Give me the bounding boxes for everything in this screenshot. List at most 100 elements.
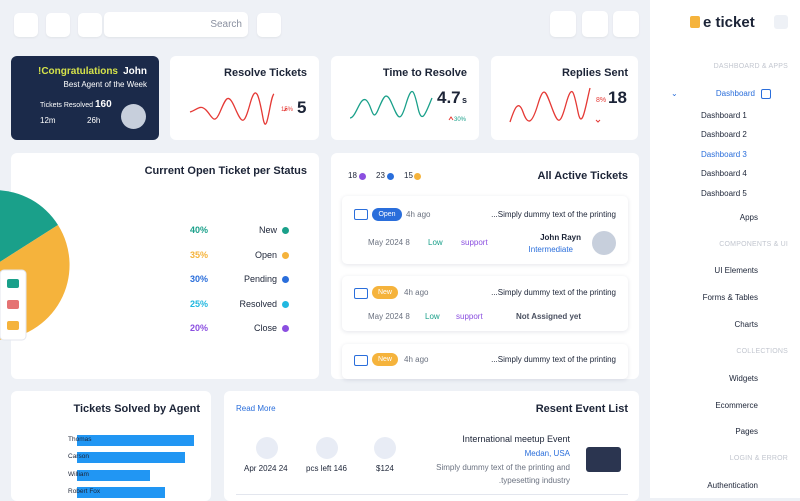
stat-title: Resolve Tickets <box>224 67 307 79</box>
menu-item[interactable]: Charts <box>734 320 758 329</box>
assignee-level: Intermediate <box>528 245 573 254</box>
ticket-date: May 2024 8 <box>368 238 410 247</box>
status-label: Close <box>253 323 277 333</box>
stat-title: Replies Sent <box>561 67 628 79</box>
menu-item[interactable]: Dashboard <box>715 89 755 98</box>
menu-item[interactable]: Widgets <box>729 374 758 383</box>
stat-change: 15% <box>281 107 294 113</box>
assignee: Not Assigned yet <box>515 312 581 321</box>
chat-button[interactable] <box>613 11 639 37</box>
logo-icon <box>690 16 700 28</box>
menu-toggle[interactable] <box>774 15 788 29</box>
ticket-card[interactable] <box>342 196 628 264</box>
status-dot <box>282 300 289 308</box>
agents-panel <box>11 391 211 501</box>
panel-title: All Active Tickets <box>537 170 629 182</box>
bar-label: William <box>68 470 89 478</box>
event-date: Apr 2024 24 <box>244 464 288 473</box>
menu-item[interactable]: Pages <box>735 427 758 436</box>
avatar <box>121 104 146 129</box>
panel-title: Resent Event List <box>535 403 628 415</box>
status-percent: 20% <box>190 323 209 333</box>
status-dot <box>282 227 289 234</box>
submenu-item[interactable]: Dashboard 2 <box>701 130 747 139</box>
box-icon <box>316 437 338 459</box>
read-more[interactable]: Read More <box>236 404 276 413</box>
stat-unit: s <box>462 95 468 105</box>
ticket-card[interactable] <box>342 276 628 331</box>
submenu-item[interactable]: Dashboard 4 <box>701 169 747 178</box>
status-dot <box>282 276 289 283</box>
panel-title: Tickets Solved by Agent <box>73 403 200 415</box>
status-label: Pending <box>243 274 277 284</box>
status-dot <box>282 325 289 332</box>
status-percent: 25% <box>190 298 209 309</box>
count: 18 <box>348 171 357 180</box>
count-dot <box>414 173 421 180</box>
event-image <box>586 447 621 472</box>
sidebar <box>650 0 800 498</box>
resolved-label: Tickets Resolved <box>40 102 94 109</box>
bar <box>77 469 150 481</box>
event-desc: Simply dummy text of the printing and <box>436 463 570 472</box>
status-badge: New <box>372 353 398 366</box>
event-pcs: pcs left 146 <box>306 464 347 473</box>
menu-item[interactable]: Apps <box>739 213 758 222</box>
status-percent: 40% <box>190 225 209 235</box>
clipboard-button[interactable] <box>550 11 576 37</box>
mail-icon <box>354 209 368 220</box>
search-placeholder: Search <box>210 19 242 30</box>
ticket-date: May 2024 8 <box>368 312 410 321</box>
logo: e ticket <box>703 14 755 31</box>
menu-item[interactable]: Authentication <box>707 481 758 490</box>
ticket-priority: Low <box>425 312 440 321</box>
stat-value: 5 <box>297 98 307 117</box>
stat-value: 18 <box>608 88 627 107</box>
profile-button[interactable] <box>46 13 70 37</box>
bar-label: Robert Fox <box>68 487 101 495</box>
layout-button[interactable] <box>582 11 608 37</box>
congrats-subtitle: Best Agent of the Week <box>63 80 147 89</box>
bar <box>77 452 185 464</box>
count: 23 <box>376 171 385 180</box>
submenu-item[interactable]: Dashboard 3 <box>701 150 747 159</box>
bar <box>77 435 194 446</box>
status-label: Open <box>254 249 277 260</box>
fullscreen-button[interactable] <box>257 13 281 37</box>
time-stat: 26h <box>87 116 101 125</box>
section-heading: DASHBOARD & APPS <box>713 63 788 70</box>
ticket-time: 4h ago <box>406 210 431 219</box>
stat-value: 4.7 <box>437 88 461 107</box>
menu-icon <box>761 89 771 99</box>
stat-change: 30% <box>454 117 467 123</box>
search-box[interactable] <box>104 12 248 37</box>
menu-item[interactable]: UI Elements <box>714 266 758 275</box>
status-label: Resolved <box>239 298 277 309</box>
money-icon <box>374 437 396 459</box>
divider <box>236 494 628 495</box>
ticket-time: 4h ago <box>404 288 429 297</box>
ticket-priority: Low <box>428 238 443 247</box>
status-panel <box>11 153 319 379</box>
congrats-name: John <box>123 66 147 77</box>
bar-label: Carson <box>68 453 89 461</box>
status-label: New <box>258 225 277 235</box>
event-desc: .typesetting industry <box>498 476 570 485</box>
ticket-time: 4h ago <box>404 355 429 364</box>
assignee: John Rayn <box>540 233 581 242</box>
count-dot <box>359 173 366 180</box>
menu-item[interactable]: Forms & Tables <box>702 293 758 302</box>
ticket-type: support <box>456 312 483 321</box>
panel-title: Current Open Ticket per Status <box>144 165 307 177</box>
notify-button[interactable] <box>78 13 102 37</box>
ticket-type: support <box>461 238 488 247</box>
status-dot <box>282 251 289 259</box>
bar <box>77 486 166 498</box>
apps-button[interactable] <box>14 13 38 37</box>
submenu-item[interactable]: Dashboard 5 <box>701 189 747 198</box>
avatar <box>592 231 616 255</box>
section-heading: COMPONENTS & UI <box>719 241 788 248</box>
menu-item[interactable]: Ecommerce <box>715 401 758 410</box>
resolved-value: 160 <box>95 99 112 110</box>
submenu-item[interactable]: Dashboard 1 <box>701 111 747 120</box>
